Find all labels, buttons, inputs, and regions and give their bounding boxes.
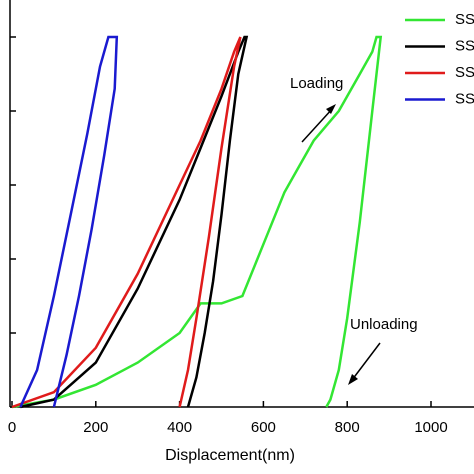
x-tick-label: 200	[83, 419, 108, 436]
x-axis-title: Displacement(nm)	[165, 447, 295, 464]
legend-label: SS	[455, 11, 474, 28]
annotation: Unloading	[350, 316, 418, 333]
arrow	[301, 107, 334, 143]
series-line	[19, 35, 119, 408]
arrow	[351, 342, 381, 381]
series-line	[11, 35, 383, 409]
x-tick-label: 1000	[414, 419, 447, 436]
legend-label: SS	[455, 37, 474, 54]
series-line	[11, 36, 242, 409]
legend-label: SS	[455, 90, 474, 107]
series-line	[20, 35, 249, 409]
x-tick-label: 0	[8, 419, 16, 436]
x-tick-label: 600	[251, 419, 276, 436]
legend-label: SS	[455, 64, 474, 81]
arrowhead	[348, 374, 358, 385]
x-tick-label: 800	[335, 419, 360, 436]
annotation: Loading	[290, 75, 343, 92]
arrowhead	[326, 104, 336, 114]
x-tick-label: 400	[167, 419, 192, 436]
